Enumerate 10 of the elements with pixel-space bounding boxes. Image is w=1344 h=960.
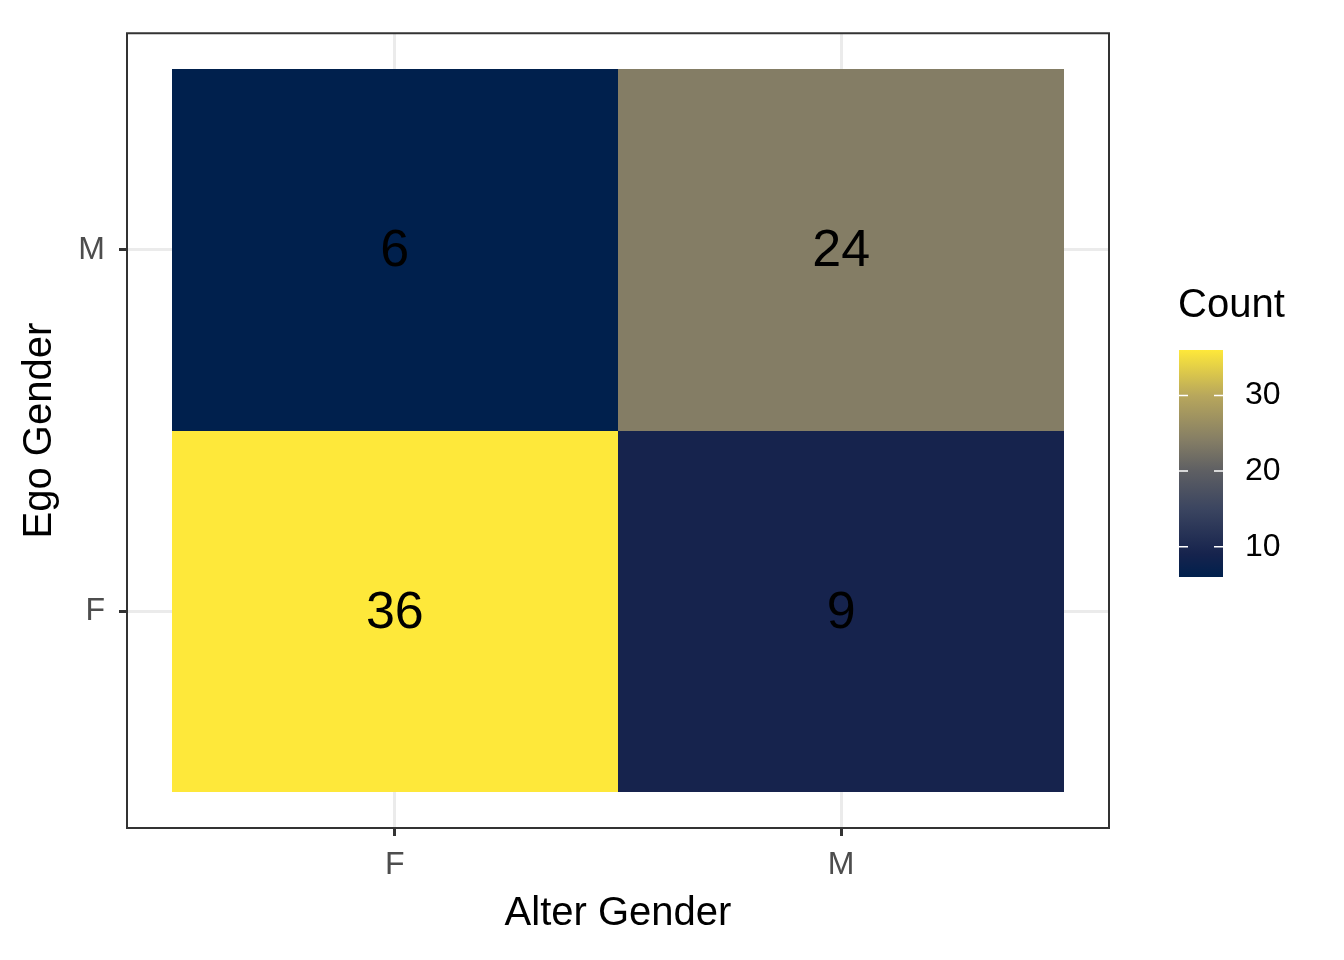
color-bar-label: 30	[1245, 375, 1281, 412]
color-bar-title: Count	[1178, 281, 1285, 325]
x-axis-title: Alter Gender	[504, 889, 732, 934]
y-axis-title: Ego Gender	[15, 322, 60, 539]
color-bar-label: 10	[1245, 526, 1281, 563]
data-label: 24	[812, 219, 871, 278]
data-label: 36	[365, 580, 424, 639]
data-label: 6	[380, 219, 410, 278]
color-bar-label: 20	[1245, 450, 1281, 487]
data-label: 9	[826, 580, 856, 639]
